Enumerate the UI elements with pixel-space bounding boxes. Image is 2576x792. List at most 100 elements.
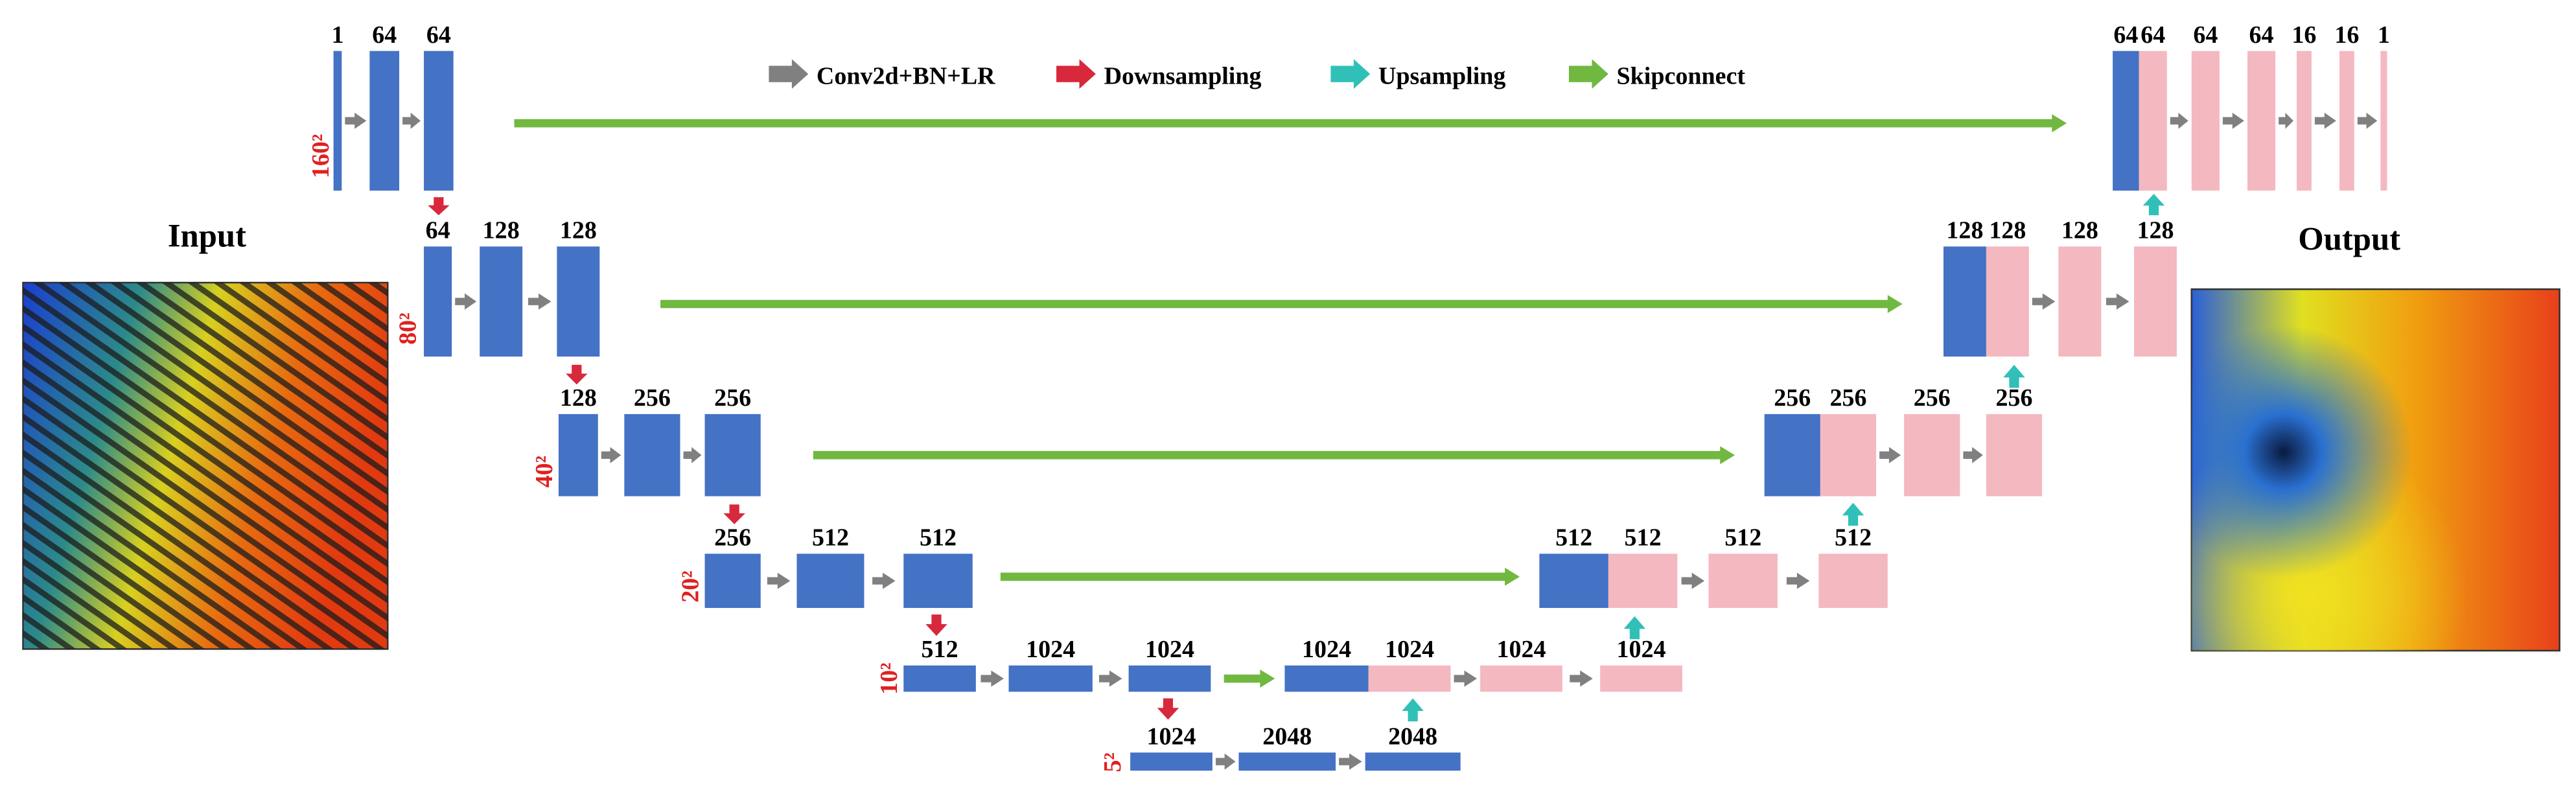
skip-arrow: [1000, 567, 1520, 586]
conv-arrow: [2032, 293, 2056, 310]
legend-arrow: [769, 59, 809, 89]
legend: Conv2d+BN+LR Downsampling Upsampling Skipco…: [769, 59, 1745, 89]
feature-block: [1904, 413, 1960, 496]
channel-label: 256: [1774, 384, 1811, 412]
conv-arrow: [2357, 112, 2378, 129]
feature-block: [1708, 553, 1778, 609]
feature-block: [2058, 246, 2102, 357]
conv-arrow: [2314, 112, 2336, 129]
channel-label: 64: [2193, 21, 2218, 49]
resolution-label: 40²: [531, 456, 558, 487]
channel-label: 256: [714, 384, 751, 412]
conv-arrow: [1879, 447, 1901, 463]
feature-block: [2297, 51, 2312, 191]
channel-label: 64: [372, 21, 397, 49]
feature-block: [624, 413, 680, 496]
channel-label: 512: [1835, 524, 1872, 552]
feature-block: [1764, 413, 1820, 496]
legend-label: Upsampling: [1378, 62, 1505, 89]
resolution-label: 5²: [1099, 752, 1126, 772]
feature-block: [1539, 553, 1608, 609]
feature-block: [1365, 752, 1461, 771]
feature-block: [333, 51, 342, 191]
output-image: [2190, 288, 2560, 652]
feature-block: [704, 413, 761, 496]
conv-arrow: [2279, 112, 2293, 129]
feature-block: [1008, 665, 1093, 692]
channel-label: 128: [2061, 217, 2098, 244]
feature-block: [1986, 413, 2043, 496]
conv-arrow: [1215, 753, 1236, 770]
feature-block: [424, 246, 452, 357]
channel-label: 256: [1995, 384, 2032, 412]
feature-block: [2139, 51, 2167, 191]
channel-label: 256: [634, 384, 671, 412]
feature-block: [796, 553, 864, 609]
feature-block: [704, 553, 761, 609]
upsample-arrow: [2003, 364, 2025, 388]
channel-label: 1024: [1496, 636, 1546, 663]
feature-block: [1284, 665, 1369, 692]
channel-label: 64: [426, 217, 450, 244]
conv-arrow: [872, 572, 896, 589]
feature-block: [1820, 413, 1877, 496]
input-image: [22, 281, 389, 650]
channel-label: 16: [2292, 21, 2316, 49]
channel-label: 512: [812, 524, 849, 552]
conv-arrow: [402, 112, 421, 129]
conv-arrow: [2106, 293, 2129, 310]
channel-label: 512: [1625, 524, 1662, 552]
conv-arrow: [981, 670, 1004, 687]
channel-label: 2048: [1262, 723, 1312, 750]
conv-arrow: [601, 447, 621, 463]
legend-arrow: [1056, 59, 1096, 89]
conv-arrow: [1570, 670, 1593, 687]
feature-block: [2339, 51, 2354, 191]
downsample-arrow: [925, 614, 947, 636]
channel-label: 128: [560, 384, 597, 412]
skip-arrow: [514, 114, 2067, 133]
upsample-arrow: [1842, 502, 1864, 526]
channel-label: 1024: [1026, 636, 1075, 663]
output-label: Output: [2298, 220, 2400, 257]
feature-block: [1608, 553, 1678, 609]
skip-arrow: [660, 295, 1903, 313]
channel-label: 1: [331, 21, 343, 49]
resolution-label: 10²: [876, 662, 903, 694]
feature-block: [1480, 665, 1562, 692]
conv-arrow: [528, 293, 551, 310]
channel-label: 1: [2378, 21, 2390, 49]
channel-label: 1024: [1146, 723, 1196, 750]
feature-block: [424, 51, 454, 191]
channel-label: 128: [560, 217, 597, 244]
conv-arrow: [1339, 753, 1362, 770]
conv-arrow: [683, 447, 702, 463]
feature-block: [1818, 553, 1888, 609]
channel-label: 128: [1946, 217, 1983, 244]
channel-label: 16: [2334, 21, 2359, 49]
feature-block: [1368, 665, 1451, 692]
channel-label: 1024: [1145, 636, 1194, 663]
channel-label: 128: [1989, 217, 2026, 244]
downsample-arrow: [1157, 698, 1179, 720]
feature-block: [903, 665, 976, 692]
feature-block: [2380, 51, 2387, 191]
conv-arrow: [1454, 670, 1478, 687]
legend-label: Skipconnect: [1617, 62, 1746, 89]
channel-label: 512: [1555, 524, 1592, 552]
conv-arrow: [767, 572, 791, 589]
downsample-arrow: [566, 364, 588, 385]
channel-label: 512: [1724, 524, 1761, 552]
conv-arrow: [2222, 112, 2244, 129]
upsample-arrow: [2142, 194, 2165, 216]
conv-arrow: [455, 293, 477, 310]
feature-block: [558, 413, 598, 496]
feature-block: [2113, 51, 2139, 191]
conv-arrow: [1681, 572, 1705, 589]
conv-arrow: [1098, 670, 1122, 687]
channel-label: 128: [2137, 217, 2174, 244]
channel-label: 64: [2249, 21, 2274, 49]
legend-label: Downsampling: [1104, 62, 1262, 89]
channel-label: 512: [920, 524, 957, 552]
